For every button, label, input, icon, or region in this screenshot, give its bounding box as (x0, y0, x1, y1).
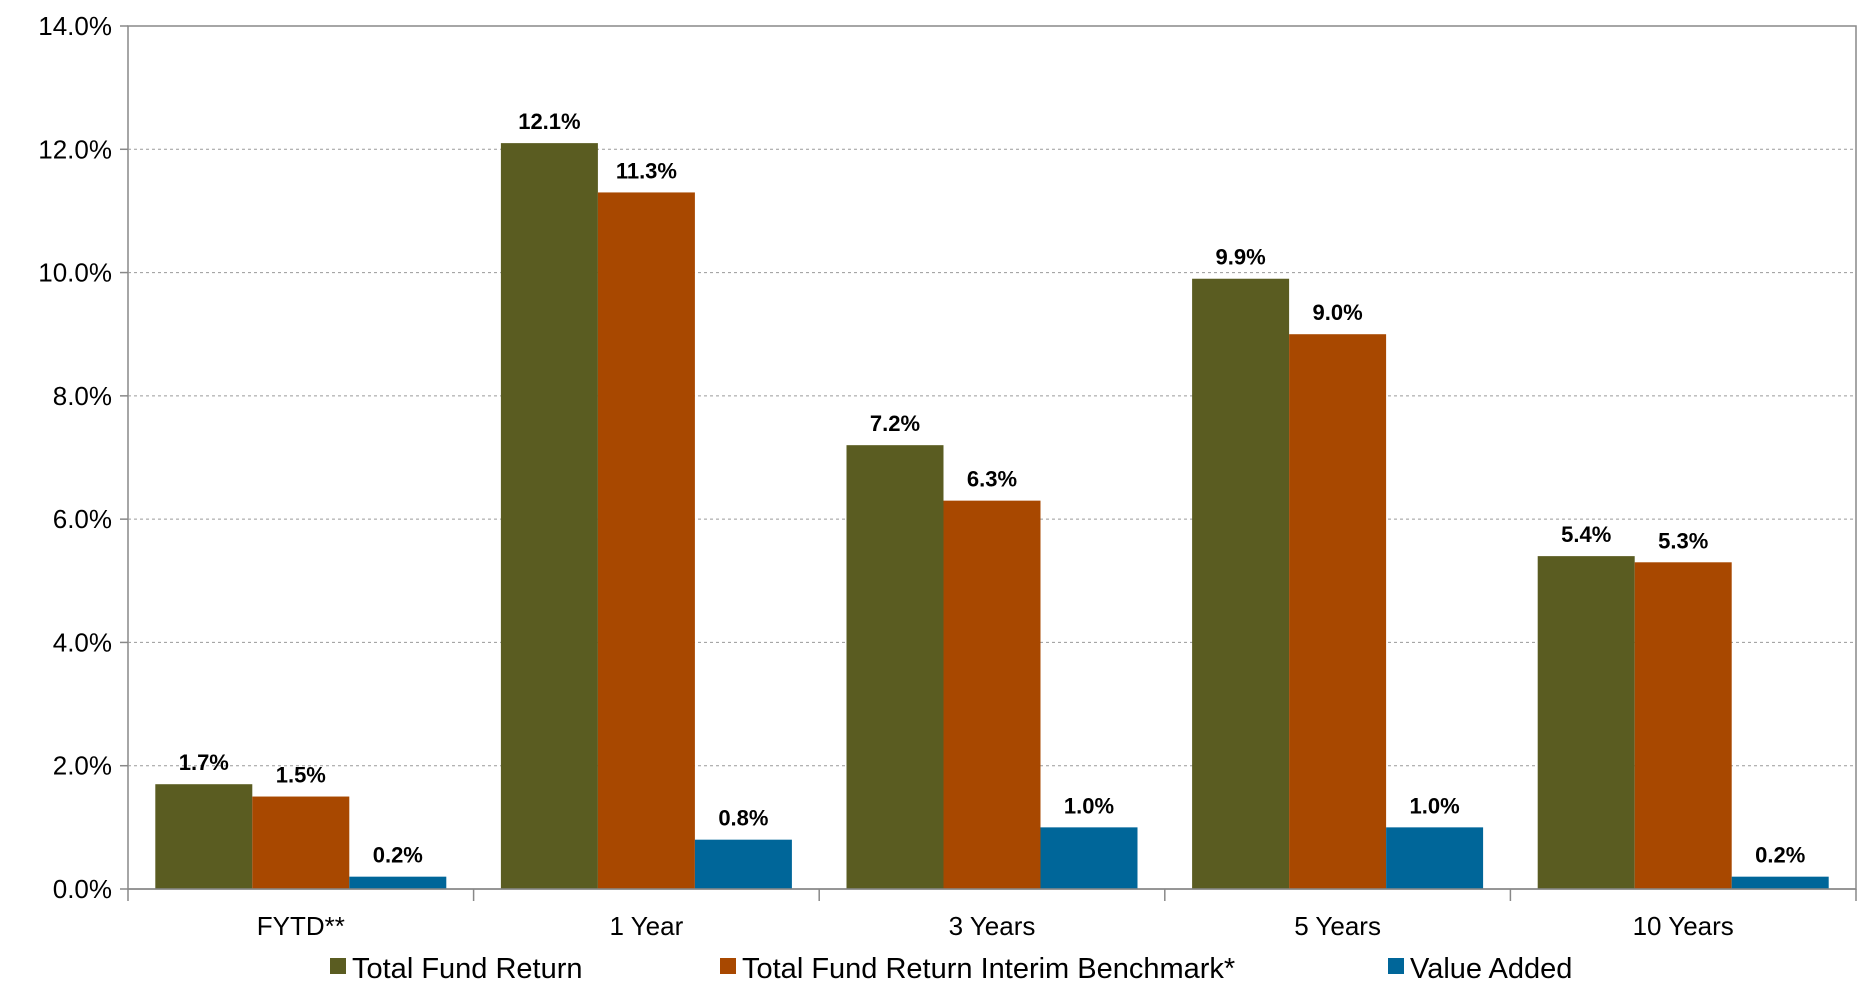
bar (1731, 876, 1829, 889)
legend-swatch (1388, 958, 1404, 974)
legend-swatch (720, 958, 736, 974)
legend-label: Total Fund Return (352, 953, 583, 985)
y-tick-label: 10.0% (38, 258, 112, 288)
bar (1192, 278, 1290, 889)
y-tick-label: 14.0% (38, 11, 112, 41)
y-tick-label: 0.0% (53, 874, 112, 904)
bar (846, 445, 944, 889)
bar (1386, 827, 1484, 889)
legend-swatch (330, 958, 346, 974)
bar (500, 143, 598, 889)
y-axis: 0.0% 2.0% 4.0% 6.0% 8.0% 10.0% 12.0% 14.0% (38, 11, 128, 904)
y-tick-label: 6.0% (53, 504, 112, 534)
data-label: 12.1% (518, 109, 580, 134)
x-tick-label: 1 Year (610, 911, 684, 941)
data-label: 9.0% (1313, 300, 1363, 325)
data-label: 1.0% (1064, 793, 1114, 818)
x-axis: FYTD** 1 Year 3 Years 5 Years 10 Years (127, 888, 1857, 941)
x-tick-label: FYTD** (257, 911, 345, 941)
bar (694, 839, 792, 889)
bar (1040, 827, 1138, 889)
bar (1289, 334, 1387, 889)
data-label: 5.4% (1561, 522, 1611, 547)
data-label: 0.2% (1755, 843, 1805, 868)
bar (597, 192, 695, 889)
x-tick-label: 5 Years (1294, 911, 1381, 941)
data-label: 7.2% (870, 411, 920, 436)
data-label: 1.7% (179, 750, 229, 775)
bar (349, 876, 447, 889)
bars (155, 143, 1829, 889)
data-label: 1.0% (1410, 793, 1460, 818)
y-tick-label: 2.0% (53, 751, 112, 781)
data-label: 0.2% (373, 843, 423, 868)
y-tick-label: 12.0% (38, 134, 112, 164)
data-labels: 1.7% 12.1% 7.2% 9.9% 5.4% 1.5% 11.3% 6.3% 9.0% 5.… (179, 109, 1806, 868)
legend-label: Value Added (1410, 953, 1572, 985)
y-tick-label: 4.0% (53, 627, 112, 657)
y-tick-label: 8.0% (53, 381, 112, 411)
data-label: 0.8% (718, 806, 768, 831)
bar (155, 784, 253, 889)
data-label: 1.5% (276, 763, 326, 788)
data-label: 9.9% (1216, 245, 1266, 270)
x-tick-label: 10 Years (1633, 911, 1734, 941)
bar (1537, 556, 1635, 889)
x-tick-label: 3 Years (949, 911, 1036, 941)
bar (1634, 562, 1732, 889)
bar (252, 796, 350, 889)
data-label: 6.3% (967, 467, 1017, 492)
data-label: 5.3% (1658, 528, 1708, 553)
bar (943, 500, 1041, 889)
data-label: 11.3% (616, 158, 677, 183)
legend: Total Fund Return Total Fund Return Inter… (330, 953, 1572, 985)
legend-label: Total Fund Return Interim Benchmark* (742, 953, 1235, 985)
